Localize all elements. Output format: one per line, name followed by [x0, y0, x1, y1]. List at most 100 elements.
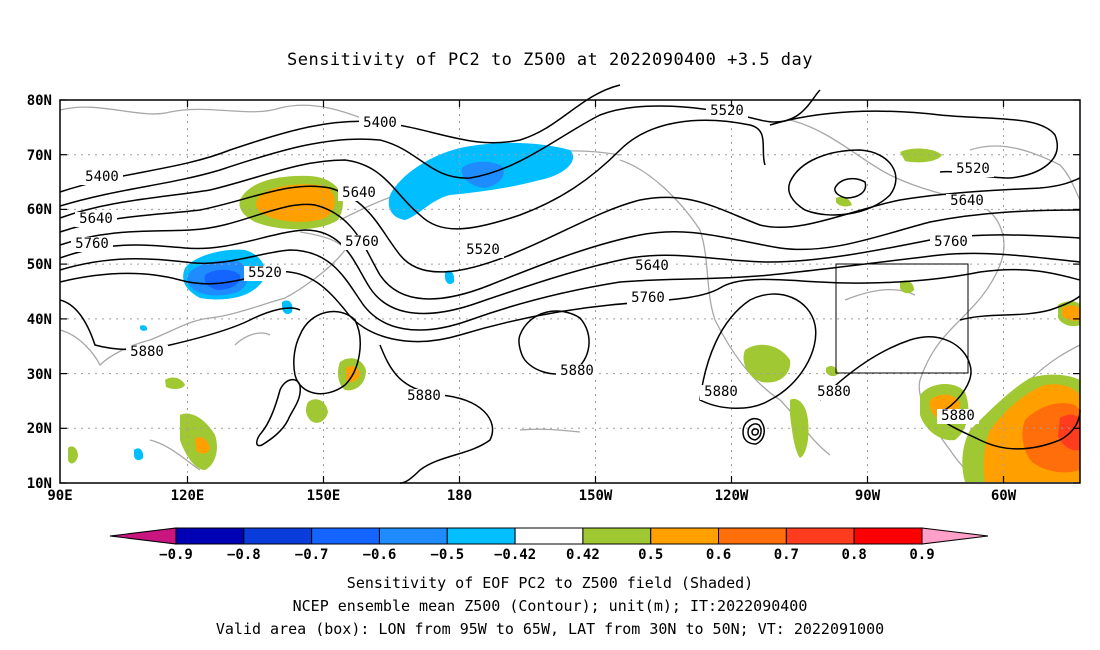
sensitivity-shading: [68, 142, 1080, 482]
contour-label-bg: [627, 291, 669, 306]
contour-label-bg: [462, 243, 504, 258]
colorbar-label: −0.5: [430, 547, 464, 563]
lat-label: 10N: [27, 476, 52, 492]
colorbar-box: [311, 527, 380, 545]
contour-label: 5520: [710, 103, 744, 119]
contour-label: 5880: [130, 344, 164, 360]
contour-label: 5760: [631, 290, 665, 306]
contour-5760: [59, 249, 1081, 331]
contour-label: 5640: [635, 258, 669, 274]
contour-label-bg: [71, 237, 113, 252]
colorbar-label: 0.7: [774, 547, 799, 563]
shade-green-alaska: [836, 196, 852, 207]
lon-label: 180: [447, 488, 472, 504]
colorbar-min-extension: [109, 527, 177, 545]
shade-lightblue-small-2: [282, 300, 293, 315]
contour-5880-west: [59, 299, 301, 351]
contour-label: 5880: [407, 388, 441, 404]
lat-label: 40N: [27, 312, 52, 328]
lon-axis-labels: 90E 120E 150E 180 150W 120W 90W 60W: [47, 488, 1016, 504]
contour-label-bg: [631, 259, 673, 274]
contour-label: 5400: [85, 169, 119, 185]
shade-lightblue-small-4: [140, 325, 148, 331]
contour-label: 5640: [79, 211, 113, 227]
contour-label: 5760: [75, 236, 109, 252]
contour-label-bg: [952, 162, 994, 177]
shade-green-pacific-2: [305, 399, 328, 423]
lon-label: 90W: [855, 488, 881, 504]
lon-label: 120E: [171, 488, 205, 504]
lat-lon-grid: [60, 100, 1080, 483]
contour-5520-east: [769, 110, 1058, 179]
colorbar-box: [446, 527, 516, 545]
shade-green-great-lakes: [900, 280, 914, 294]
contour-label: 5520: [466, 242, 500, 258]
colorbar-label: −0.6: [363, 547, 397, 563]
contour-label: 5640: [950, 193, 984, 209]
contour-label-bg: [81, 170, 123, 185]
colorbar-label: −0.7: [295, 547, 329, 563]
contour-label: 5760: [934, 234, 968, 250]
shade-green-hudson: [900, 148, 942, 163]
shade-darkblue-japan: [204, 269, 241, 290]
contour-5520a: [59, 119, 766, 230]
lat-label: 50N: [27, 257, 52, 273]
contour-label-bg: [359, 116, 401, 131]
contour-label: 5880: [817, 384, 851, 400]
contour-label-bg: [706, 104, 748, 119]
colorbar-box: [582, 527, 652, 545]
shade-green-south-china: [68, 446, 78, 464]
colorbar-box: [650, 527, 720, 545]
shade-orange-philippines: [195, 437, 210, 454]
contour-5880-atl-north: [959, 295, 1081, 321]
colorbar-box: [378, 527, 448, 545]
valid-area-box: [835, 263, 969, 374]
contour-5820: [59, 268, 1081, 343]
colorbar: −0.9 −0.8 −0.7 −0.6 −0.5 −0.42 0.42 0.5 0.6 0.7 0.…: [109, 527, 989, 563]
caption-line-1: Sensitivity of EOF PC2 to Z500 field (Sh…: [346, 574, 754, 592]
contour-label: 5760: [345, 234, 379, 250]
contour-5580: [59, 177, 1081, 273]
colorbar-label: −0.9: [159, 547, 193, 563]
contour-label: 5520: [956, 161, 990, 177]
lat-label: 70N: [27, 148, 52, 164]
lat-label: 20N: [27, 421, 52, 437]
contour-5520-low: [788, 149, 897, 216]
contour-label-bg: [126, 345, 168, 360]
contour-label-bg: [700, 385, 742, 400]
colorbar-label: 0.9: [909, 547, 934, 563]
contour-label-bg: [75, 212, 117, 227]
lon-label: 150W: [579, 488, 613, 504]
colorbar-label: 0.8: [842, 547, 867, 563]
shade-lightblue-small-3: [134, 448, 144, 461]
contour-5880-pacific-3: [379, 344, 494, 484]
contour-label: 5880: [704, 384, 738, 400]
lon-label: 60W: [991, 488, 1017, 504]
contour-label: 5400: [363, 115, 397, 131]
contour-labels: 5400 5400 5520 5520 5520 5520 5640 5640 5640 5640…: [71, 103, 994, 424]
caption-line-2: NCEP ensemble mean Z500 (Contour); unit(…: [292, 597, 808, 615]
lat-label: 80N: [27, 93, 52, 109]
colorbar-box: [718, 527, 787, 545]
contour-label-bg: [244, 266, 286, 281]
colorbar-box: [175, 527, 245, 545]
contour-label-bg: [937, 409, 979, 424]
colorbar-label: −0.8: [227, 547, 261, 563]
shade-green-gulf: [826, 366, 838, 377]
colorbar-box: [853, 527, 923, 545]
contour-label: 5520: [248, 265, 282, 281]
colorbar-box: [243, 527, 313, 545]
contour-5700: [59, 229, 1081, 315]
contour-label-bg: [930, 235, 972, 250]
lat-label: 60N: [27, 202, 52, 218]
colorbar-boxes: [109, 527, 989, 545]
contour-label: 5880: [941, 408, 975, 424]
contour-5640: [59, 203, 1081, 300]
contour-label: 5640: [342, 185, 376, 201]
colorbar-label: 0.6: [706, 547, 731, 563]
lat-axis-labels: 80N 70N 60N 50N 40N 30N 20N 10N: [27, 93, 52, 492]
contour-label-bg: [338, 186, 380, 201]
colorbar-box: [514, 527, 584, 545]
contour-label-bg: [946, 194, 988, 209]
